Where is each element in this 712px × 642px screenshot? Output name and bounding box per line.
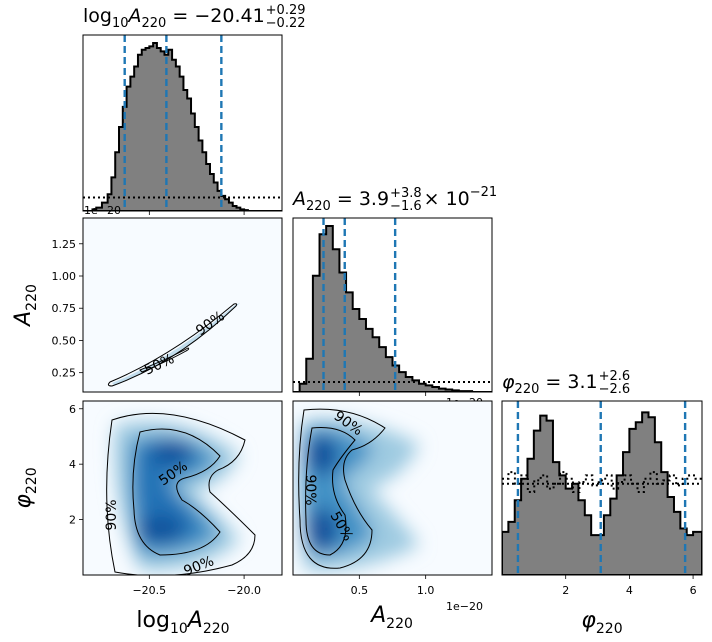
- contour-label-90: 90%: [104, 499, 120, 530]
- y-tick-label: 0.75: [52, 302, 77, 315]
- hist-phi-title: φ220 = 3.1: [502, 371, 598, 397]
- panel-frame: [292, 217, 493, 393]
- contour-50: [305, 427, 356, 556]
- contour-label-90: 90%: [302, 474, 318, 505]
- panel-hist-A: A220 = 3.9 +3.8 −1.6 × 10−21 1e−20: [291, 185, 497, 409]
- contour-90: [298, 408, 386, 569]
- x-axis-phi: 2 4 6: [562, 575, 697, 597]
- panel-frame: [82, 34, 283, 212]
- y-tick-label: 1.25: [52, 238, 77, 251]
- y-tick-label: 1.00: [52, 270, 77, 283]
- x-tick-label: 6: [690, 584, 697, 597]
- hist-A-title-sup: +3.8: [390, 186, 422, 201]
- y-tick-label: 4: [69, 458, 76, 471]
- prior-line: [502, 471, 702, 493]
- hist-A-title: A220 = 3.9: [291, 188, 389, 214]
- contour-90: [107, 303, 238, 387]
- hist-logA-title: log10A220 = −20.41: [83, 5, 265, 31]
- panel-hist-logA: log10A220 = −20.41 +0.29 −0.22 1e−20: [82, 3, 306, 217]
- y-tick-label: 6: [69, 403, 76, 416]
- y-axis-A: 1.25 1.00 0.75 0.50 0.25: [52, 238, 83, 380]
- x-axis-A: 0.5 1.0: [351, 575, 435, 597]
- panel-contour-phi-A: 90% 90% 50% 0.5 1.0 A220 1e−20: [292, 400, 493, 632]
- hist-bars: [502, 411, 702, 575]
- panel-frame: [82, 400, 283, 576]
- hist-logA-offset: 1e−20: [84, 204, 121, 217]
- x-tick-label: 2: [562, 584, 569, 597]
- x-axis-label-phi: φ220: [581, 608, 622, 637]
- hist-phi-title-sup: +2.6: [599, 369, 631, 384]
- density-heat: [299, 418, 420, 571]
- hist-logA-title-inf: −0.22: [266, 16, 306, 31]
- y-tick-label: 2: [69, 514, 76, 527]
- x-tick-label: 4: [626, 584, 633, 597]
- hist-bars: [293, 225, 492, 392]
- hist-bars: [83, 42, 282, 211]
- density-heat: [114, 421, 240, 571]
- y-axis-phi: 6 4 2: [69, 403, 83, 527]
- y-tick-label: 0.50: [52, 334, 77, 347]
- panel-contour-phi-logA: 50% 90% 90% −20.5 −20.0 642 log10A220 φ22…: [11, 400, 283, 637]
- y-tick-label: 0.25: [52, 367, 77, 380]
- panel-bg: [83, 218, 282, 392]
- hist-A-title-inf: −1.6: [390, 199, 422, 214]
- contour-50: [139, 347, 190, 373]
- contour-50: [132, 428, 221, 556]
- x-tick-label: 1.0: [417, 584, 435, 597]
- y-axis-label-A: A220: [11, 284, 40, 328]
- hist-phi-title-inf: −2.6: [599, 382, 631, 397]
- y-axis-label-phi: φ220: [11, 467, 40, 508]
- panel-frame: [292, 400, 493, 576]
- hist-A-title-tail: × 10−21: [424, 185, 498, 210]
- x-tick-label: −20.0: [227, 584, 261, 597]
- hist-logA-title-sup: +0.29: [266, 3, 306, 18]
- x-axis-logA: −20.5 −20.0: [132, 575, 261, 597]
- panel-contour-A-logA: 50% 90% 1.251.000.750.500.25 A220: [11, 217, 283, 393]
- panel-frame: [82, 217, 283, 393]
- x-tick-label: −20.5: [132, 584, 166, 597]
- panel-frame: [501, 400, 703, 576]
- x-axis-offset-A: 1e−20: [446, 600, 483, 613]
- contour-90: [106, 412, 256, 575]
- x-axis-label-A: A220: [369, 603, 413, 632]
- x-axis-label-logA: log10A220: [136, 608, 229, 637]
- x-tick-label: 0.5: [351, 584, 369, 597]
- panel-hist-phi: φ220 = 3.1 +2.6 −2.6: [501, 369, 703, 576]
